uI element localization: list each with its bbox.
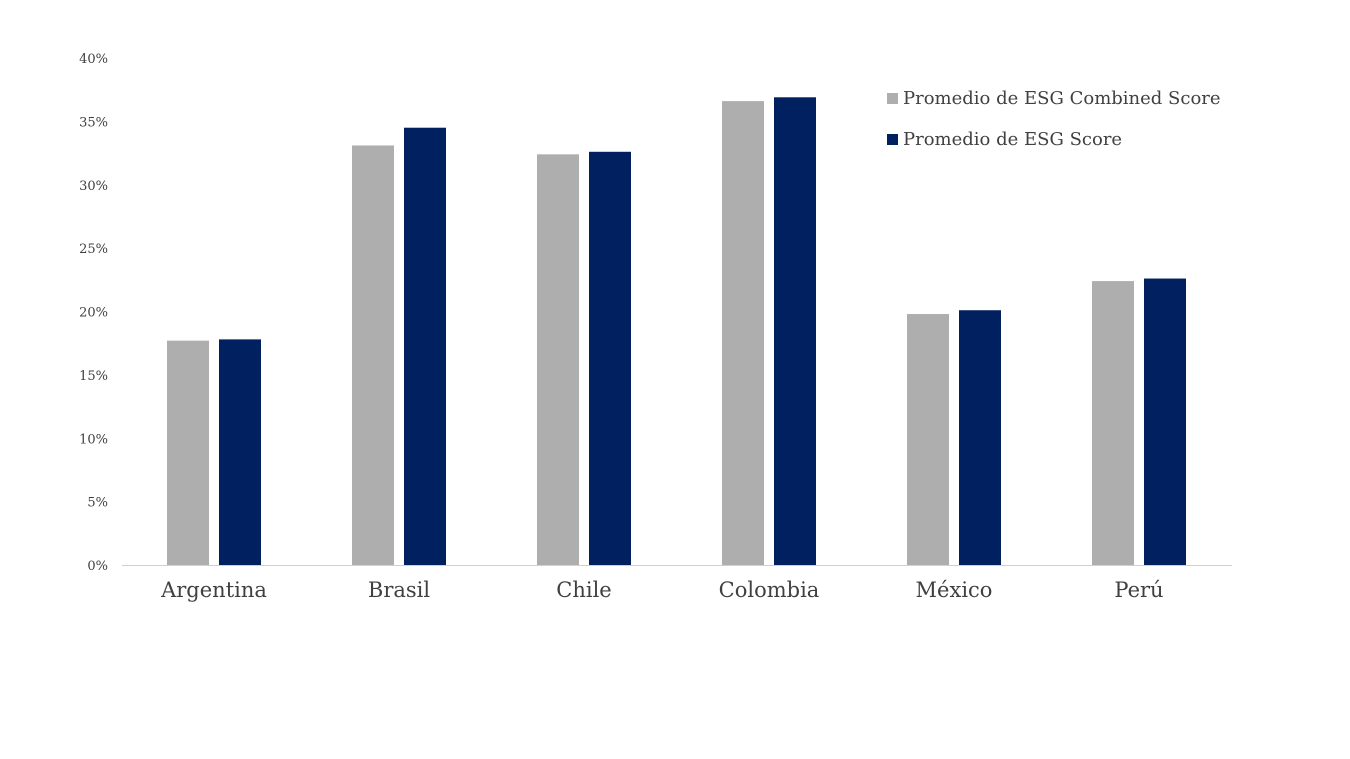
y-tick-label: 20% [79,306,108,321]
x-tick-label: Argentina [160,578,267,602]
y-tick-label: 10% [79,432,108,447]
x-tick-label: Chile [556,578,611,602]
bar-esg-score-3 [774,97,816,565]
y-tick-label: 30% [79,179,108,194]
bar-combined-1 [352,145,394,565]
y-tick-label: 0% [87,559,108,574]
y-tick-label: 40% [79,52,108,67]
legend-item-combined: Promedio de ESG Combined Score [887,88,1221,109]
x-tick-label: Perú [1114,578,1163,602]
bar-combined-2 [537,154,579,565]
bar-esg-score-5 [1144,278,1186,565]
bar-esg-score-4 [959,310,1001,565]
bars-group [167,97,1186,566]
y-tick-label: 15% [79,369,108,384]
legend-swatch-esg-score [887,134,898,145]
x-axis-ticks: Argentina Brasil Chile Colombia México Perú [160,578,1164,602]
y-tick-label: 35% [79,115,108,130]
x-tick-label: Brasil [368,578,430,602]
bar-esg-score-0 [219,339,261,565]
legend: Promedio de ESG Combined Score Promedio … [887,88,1221,150]
x-tick-label: Colombia [719,578,820,602]
bar-combined-3 [722,101,764,565]
legend-label-esg-score: Promedio de ESG Score [903,129,1122,150]
legend-label-combined: Promedio de ESG Combined Score [903,88,1221,109]
x-tick-label: México [916,578,993,602]
y-axis-ticks: 0% 5% 10% 15% 20% 25% 30% 35% 40% [79,52,108,574]
legend-swatch-combined [887,93,898,104]
y-tick-label: 5% [87,496,108,511]
bar-combined-0 [167,340,209,565]
bar-esg-score-1 [404,127,446,566]
bar-combined-4 [907,314,949,565]
bar-esg-score-2 [589,151,631,566]
legend-item-esg-score: Promedio de ESG Score [887,129,1122,150]
y-tick-label: 25% [79,242,108,257]
bar-combined-5 [1092,281,1134,565]
